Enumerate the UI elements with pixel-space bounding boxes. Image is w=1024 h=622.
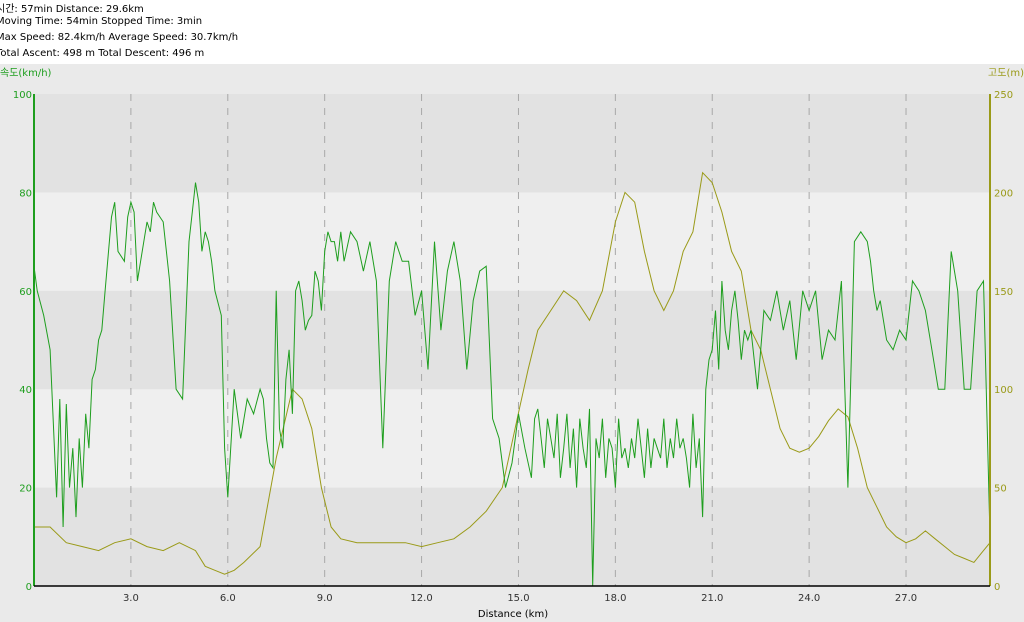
right-tick-label: 50 — [994, 484, 1007, 495]
right-tick-label: 250 — [994, 90, 1013, 101]
x-tick-label: 12.0 — [410, 593, 432, 604]
x-tick-label: 15.0 — [507, 593, 529, 604]
x-tick-label: 3.0 — [123, 593, 139, 604]
tick-labels: 3.0 6.0 9.0 12.0 15.0 18.0 21.0 24.0 27.0 0 20 40 60… — [13, 90, 1013, 604]
summary-time-distance: 시간: 57min Distance: 29.6km — [0, 4, 144, 15]
elevation-series — [34, 171, 991, 575]
x-tick-label: 24.0 — [798, 593, 820, 604]
x-tick-label: 27.0 — [895, 593, 917, 604]
right-tick-label: 0 — [994, 582, 1000, 593]
summary-speed: Max Speed: 82.4km/h Average Speed: 30.7k… — [0, 32, 239, 43]
ride-summary: 시간: 57min Distance: 29.6km Moving Time: … — [0, 0, 1024, 64]
speed-series — [33, 182, 991, 587]
x-axis-label: Distance (km) — [478, 609, 548, 620]
right-tick-label: 200 — [994, 188, 1013, 199]
speed-line — [33, 182, 991, 587]
elevation-line — [34, 171, 991, 575]
left-axis-label: 속도(km/h) — [0, 67, 52, 79]
grid-band — [34, 192, 990, 291]
grid-band — [34, 94, 990, 193]
grid-band — [34, 389, 990, 488]
x-tick-label: 9.0 — [317, 593, 333, 604]
axes — [33, 94, 991, 587]
left-tick-label: 0 — [26, 582, 32, 593]
summary-ascent-descent: Total Ascent: 498 m Total Descent: 496 m — [0, 48, 205, 59]
left-tick-label: 40 — [19, 385, 32, 396]
right-axis-label: 고도(m) — [988, 68, 1024, 79]
summary-moving-stopped: Moving Time: 54min Stopped Time: 3min — [0, 16, 203, 27]
grid-band — [34, 487, 990, 586]
x-tick-label: 6.0 — [220, 593, 236, 604]
left-tick-label: 60 — [19, 287, 32, 298]
left-tick-label: 100 — [13, 90, 32, 101]
right-tick-label: 100 — [994, 385, 1013, 396]
grid-bands — [34, 94, 990, 586]
left-tick-label: 20 — [19, 484, 32, 495]
right-tick-label: 150 — [994, 287, 1013, 298]
speed-elevation-chart: 3.0 6.0 9.0 12.0 15.0 18.0 21.0 24.0 27.0 0 20 40 60… — [0, 64, 1024, 622]
x-tick-label: 21.0 — [701, 593, 723, 604]
x-tick-label: 18.0 — [604, 593, 626, 604]
grid-vertical-lines — [130, 94, 907, 586]
left-tick-label: 80 — [19, 188, 32, 199]
grid-band — [34, 290, 990, 390]
